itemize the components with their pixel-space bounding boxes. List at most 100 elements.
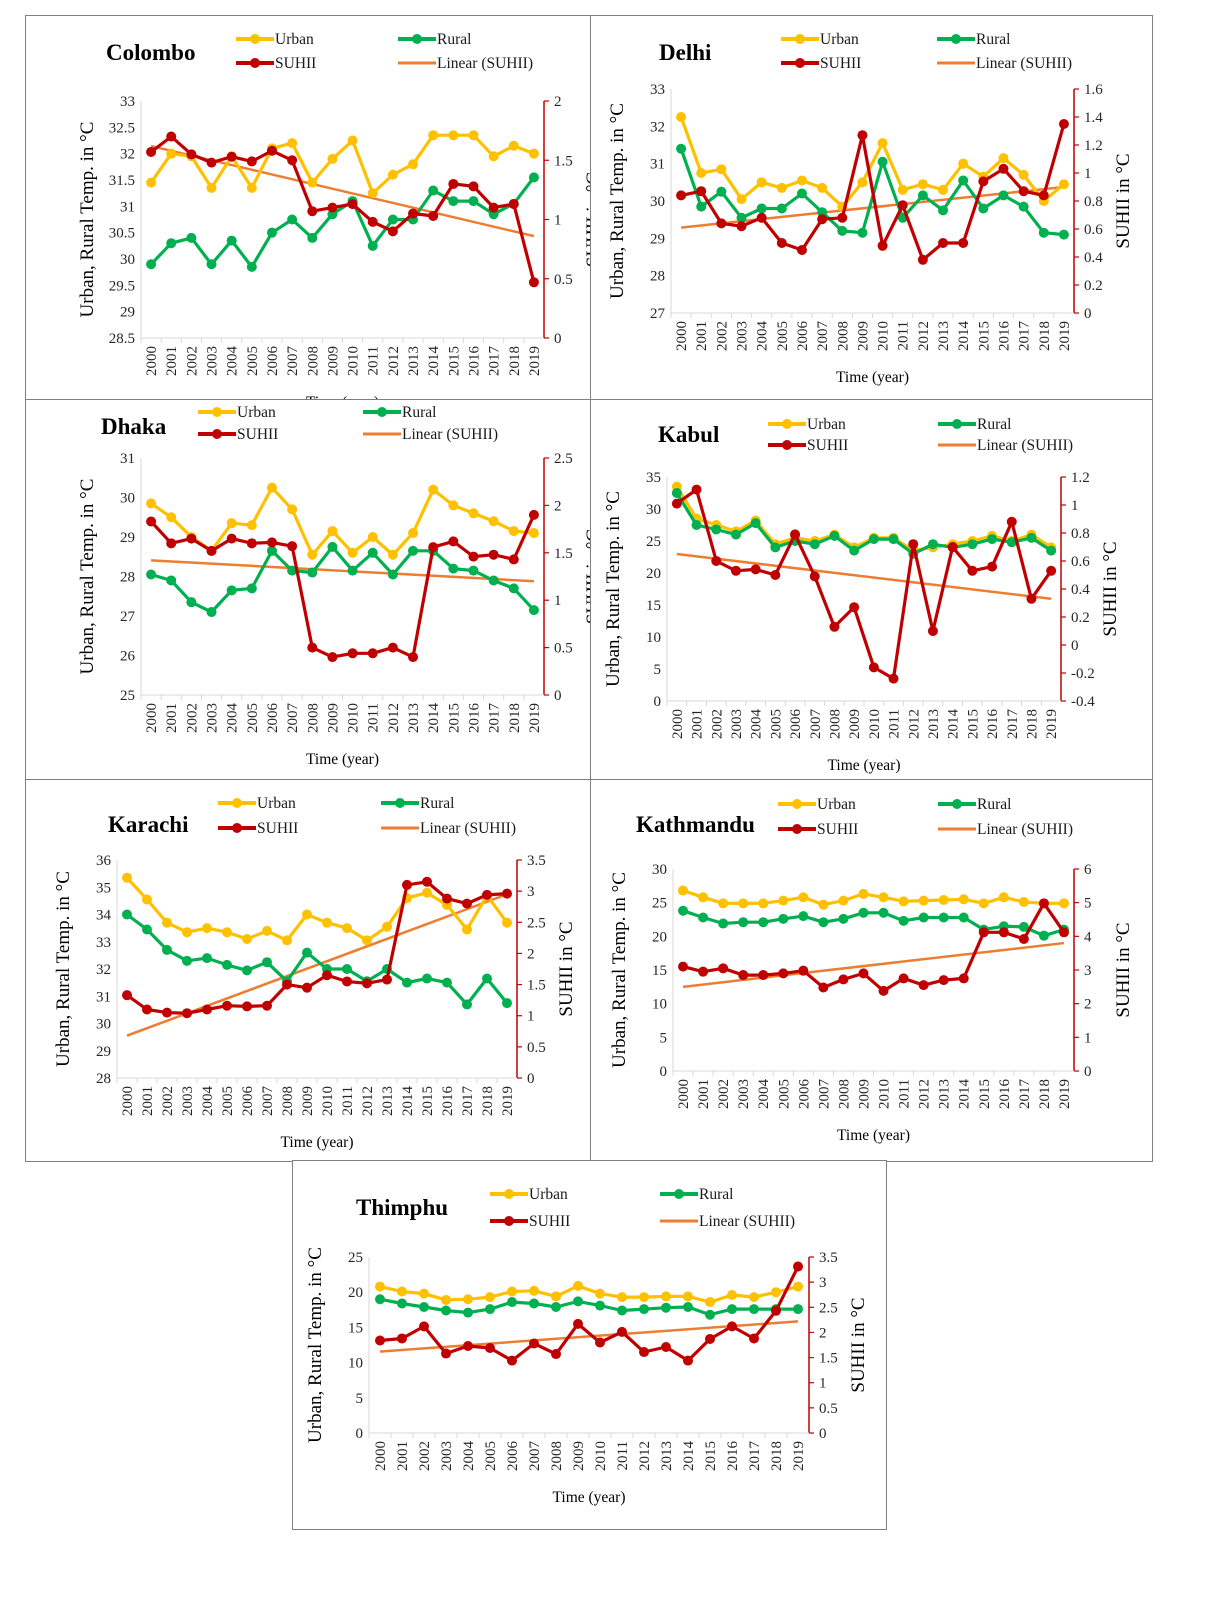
- x-tick-label: 2009: [847, 709, 863, 739]
- left-tick-label: 33: [96, 935, 111, 951]
- x-tick-label: 2009: [856, 1079, 872, 1109]
- left-tick-label: 31: [650, 157, 665, 173]
- data-point-urban-2004: [758, 898, 769, 909]
- data-point-rural-2004: [226, 585, 237, 596]
- data-point-rural-2013: [408, 545, 419, 556]
- data-point-suhii-2018: [508, 199, 519, 210]
- panel-karachi: Karachi Urban Rural SUHII Linear (SUHII) 28 29…: [25, 779, 591, 1162]
- data-point-suhii-2019: [528, 509, 539, 520]
- left-tick-label: 30: [646, 502, 661, 518]
- chart-colombo: Colombo Urban Rural SUHII Linear (SUHII) 28.5…: [77, 31, 592, 401]
- data-point-urban-2013: [382, 921, 392, 932]
- data-point-urban-2007: [287, 138, 298, 149]
- right-tick-label: 0.2: [1071, 610, 1090, 626]
- data-point-urban-2003: [441, 1294, 451, 1305]
- legend-label-suhii: SUHII: [807, 437, 848, 454]
- x-tick-label: 2015: [703, 1441, 719, 1471]
- data-point-suhii-2011: [617, 1326, 627, 1337]
- data-point-suhii-2007: [809, 571, 820, 582]
- data-point-urban-2008: [551, 1291, 561, 1302]
- data-point-suhii-2001: [696, 186, 707, 197]
- data-point-rural-2005: [485, 1304, 495, 1315]
- right-tick-label: 6: [1084, 862, 1092, 878]
- data-point-rural-2000: [122, 909, 132, 920]
- x-tick-label: 2004: [749, 709, 765, 740]
- left-tick-label: 31: [120, 451, 135, 467]
- data-point-suhii-2002: [716, 218, 727, 229]
- x-tick-label: 2019: [791, 1441, 807, 1471]
- right-tick-label: 0.6: [1071, 554, 1090, 570]
- data-point-rural-2010: [595, 1300, 605, 1311]
- chart-delhi: Delhi Urban Rural SUHII Linear (SUHII) 27 28 29…: [607, 31, 1134, 386]
- data-point-suhii-2006: [507, 1355, 517, 1366]
- data-point-suhii-2004: [463, 1341, 473, 1352]
- left-tick-label: 20: [646, 566, 661, 582]
- data-point-urban-2007: [287, 504, 298, 515]
- data-point-suhii-2012: [917, 254, 928, 265]
- chart-title-delhi: Delhi: [659, 40, 712, 65]
- data-point-rural-2005: [222, 959, 232, 970]
- data-point-urban-2005: [246, 182, 257, 193]
- data-point-rural-2016: [727, 1304, 737, 1315]
- data-point-suhii-2010: [595, 1337, 605, 1348]
- x-tick-label: 2009: [300, 1086, 316, 1116]
- data-point-urban-2017: [1018, 896, 1029, 907]
- x-tick-label: 2017: [1005, 709, 1021, 740]
- data-point-rural-2014: [958, 175, 969, 186]
- legend-marker-urban: [232, 798, 242, 808]
- right-tick-label: 2.5: [527, 915, 546, 931]
- x-tick-label: 2008: [836, 1079, 852, 1109]
- data-point-suhii-2015: [422, 876, 432, 887]
- data-point-urban-2017: [462, 924, 472, 935]
- x-tick-label: 2019: [1057, 321, 1073, 351]
- data-point-urban-2002: [716, 164, 727, 175]
- data-point-urban-2000: [676, 112, 687, 122]
- data-point-rural-2015: [448, 196, 459, 207]
- x-tick-label: 2002: [709, 709, 725, 739]
- data-point-suhii-2017: [1018, 186, 1029, 197]
- data-point-urban-2017: [749, 1292, 759, 1303]
- x-tick-label: 2001: [694, 321, 710, 351]
- data-point-rural-2009: [573, 1296, 583, 1307]
- x-tick-label: 2014: [426, 703, 442, 734]
- x-tick-label: 2007: [285, 703, 301, 734]
- data-point-rural-2017: [1018, 921, 1029, 932]
- left-tick-label: 29: [650, 231, 665, 247]
- data-point-urban-2001: [166, 512, 177, 523]
- data-point-suhii-2005: [778, 968, 789, 979]
- chart-dhaka: Dhaka Urban Rural SUHII Linear (SUHII) 25 26 27…: [77, 404, 592, 768]
- x-tick-label: 2004: [755, 321, 771, 352]
- left-tick-label: 0: [654, 694, 662, 710]
- data-point-urban-2014: [683, 1291, 693, 1302]
- right-tick-label: 1.5: [819, 1351, 838, 1367]
- data-point-suhii-2015: [448, 536, 459, 547]
- data-point-suhii-2004: [750, 564, 761, 575]
- data-point-suhii-2004: [756, 212, 767, 223]
- left-tick-label: 27: [120, 609, 136, 625]
- data-point-suhii-2010: [877, 240, 888, 251]
- data-point-suhii-2016: [468, 551, 479, 562]
- left-tick-label: 34: [96, 908, 112, 924]
- left-tick-label: 10: [348, 1356, 363, 1372]
- data-point-rural-2016: [987, 534, 998, 545]
- x-tick-label: 2011: [366, 346, 382, 375]
- data-point-urban-2003: [738, 898, 749, 909]
- x-tick-label: 2001: [140, 1086, 156, 1116]
- data-point-rural-2007: [529, 1298, 539, 1309]
- left-tick-label: 32: [120, 147, 135, 163]
- data-point-rural-2004: [463, 1307, 473, 1318]
- data-point-suhii-2012: [362, 978, 372, 989]
- right-tick-label: 1.5: [554, 153, 573, 169]
- y-axis-label-left: Urban, Rural Temp. in °C: [607, 103, 628, 299]
- right-tick-label: 1.2: [1071, 470, 1090, 486]
- data-point-rural-2006: [242, 965, 252, 976]
- data-point-rural-2004: [758, 917, 769, 928]
- data-point-suhii-2019: [528, 277, 539, 288]
- data-point-rural-2002: [186, 232, 197, 243]
- right-tick-label: -0.2: [1071, 666, 1095, 682]
- x-tick-label: 2000: [120, 1086, 136, 1116]
- data-point-suhii-2016: [727, 1321, 737, 1332]
- data-point-urban-2007: [818, 899, 829, 910]
- data-point-rural-2005: [776, 203, 787, 214]
- right-tick-label: 0.5: [819, 1401, 838, 1417]
